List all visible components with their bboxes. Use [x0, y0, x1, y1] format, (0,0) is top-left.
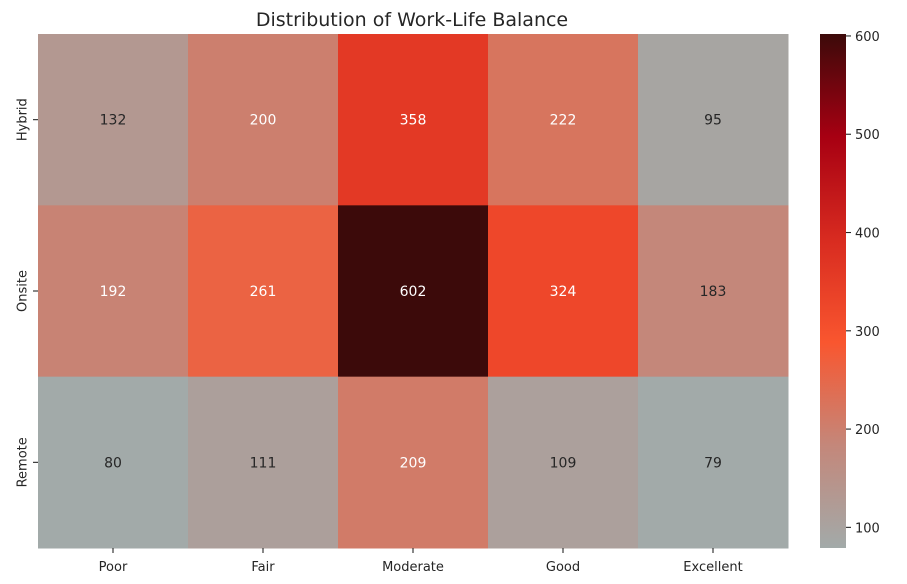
- x-axis: Poor Fair Moderate Good Excellent: [99, 548, 743, 575]
- heatmap-cells: 132 200 358 222 95 192 261 602 324 183 80 111 209 109…: [38, 34, 789, 549]
- colorbar-tick-label: 600: [855, 30, 880, 45]
- cell-value-label: 222: [550, 113, 577, 129]
- heatmap-cell: [188, 205, 339, 378]
- heatmap-cell: [338, 376, 489, 549]
- y-tick-label: Onsite: [16, 270, 31, 312]
- colorbar-tick-label: 200: [855, 423, 880, 438]
- cell-value-label: 261: [250, 284, 277, 300]
- colorbar-tick-label: 500: [855, 128, 880, 143]
- x-tick-label: Moderate: [382, 560, 444, 575]
- cell-value-label: 109: [550, 455, 577, 471]
- cell-value-label: 200: [250, 113, 277, 129]
- colorbar-tick-label: 400: [855, 227, 880, 242]
- x-tick-label: Poor: [99, 560, 128, 575]
- y-tick-label: Hybrid: [16, 98, 31, 141]
- heatmap-cell: [638, 34, 789, 206]
- y-tick-label: Remote: [16, 437, 31, 487]
- heatmap-cell: [488, 34, 639, 206]
- cell-value-label: 111: [250, 455, 277, 471]
- cell-value-label: 95: [704, 113, 722, 129]
- heatmap-cell: [38, 205, 189, 378]
- cell-value-label: 192: [100, 284, 127, 300]
- heatmap-cell: [38, 376, 189, 549]
- colorbar-gradient: [820, 34, 846, 548]
- heatmap-cell: [638, 205, 789, 378]
- heatmap-cell: [38, 34, 189, 206]
- heatmap-cell: [338, 34, 489, 206]
- x-tick-label: Fair: [251, 560, 275, 575]
- cell-value-label: 209: [400, 455, 427, 471]
- heatmap-cell: [488, 205, 639, 378]
- colorbar-tick-label: 300: [855, 325, 880, 340]
- cell-value-label: 132: [100, 113, 127, 129]
- cell-value-label: 183: [700, 284, 727, 300]
- colorbar-tick-label: 100: [855, 521, 880, 536]
- cell-value-label: 602: [400, 284, 427, 300]
- heatmap-cell: [338, 205, 489, 378]
- heatmap-cell: [488, 376, 639, 549]
- y-axis: Hybrid Onsite Remote: [16, 98, 38, 487]
- cell-value-label: 324: [550, 284, 577, 300]
- heatmap-cell: [188, 34, 339, 206]
- x-tick-label: Good: [546, 560, 580, 575]
- colorbar: 100 200 300 400 500 600: [820, 30, 880, 548]
- cell-value-label: 358: [400, 113, 427, 129]
- heatmap-cell: [188, 376, 339, 549]
- cell-value-label: 80: [104, 455, 122, 471]
- cell-value-label: 79: [704, 455, 722, 471]
- chart-title: Distribution of Work-Life Balance: [256, 9, 568, 31]
- heatmap-cell: [638, 376, 789, 549]
- x-tick-label: Excellent: [683, 560, 742, 575]
